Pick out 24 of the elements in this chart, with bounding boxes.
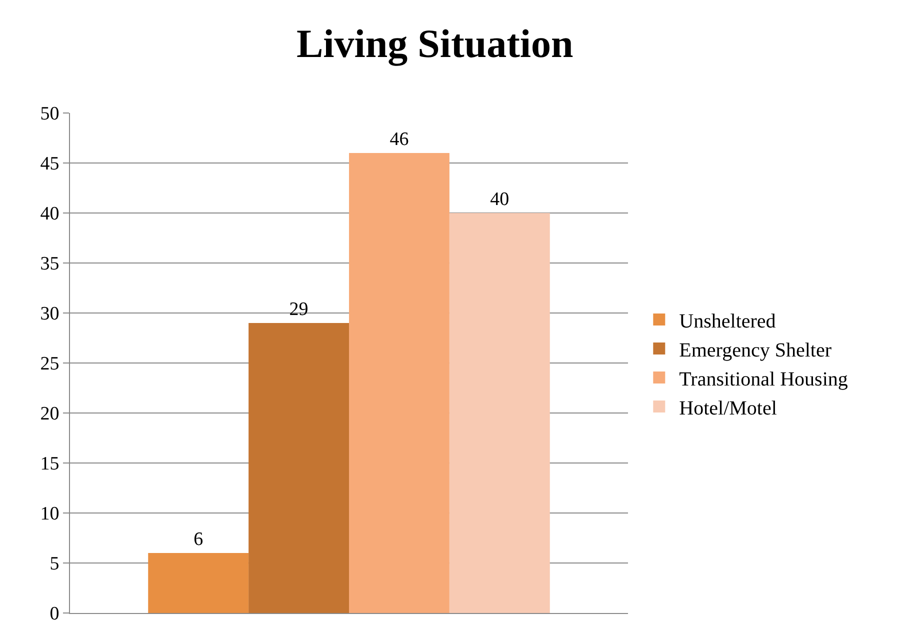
data-label: 6 (194, 529, 204, 550)
data-label: 29 (289, 299, 308, 320)
y-tick-label: 40 (40, 204, 60, 225)
y-tick-label: 0 (50, 604, 60, 625)
legend-label: Hotel/Motel (679, 397, 778, 420)
bar (349, 153, 450, 613)
legend-label: Emergency Shelter (679, 339, 832, 362)
y-tick-label: 15 (40, 454, 60, 475)
y-tick-label: 20 (40, 404, 60, 425)
y-tick-label: 35 (40, 254, 60, 275)
y-tick-label: 25 (40, 354, 60, 375)
y-tick-label: 45 (40, 154, 60, 175)
y-tick-label: 30 (40, 304, 60, 325)
bar (148, 553, 249, 613)
y-tick-label: 5 (50, 554, 60, 575)
bar (449, 213, 550, 613)
y-tick-label: 50 (40, 104, 60, 125)
chart-title: Living Situation (296, 20, 574, 66)
legend-label: Unsheltered (679, 310, 776, 332)
y-tick-label: 10 (40, 504, 60, 525)
legend-label: Transitional Housing (679, 368, 848, 390)
data-label: 46 (390, 129, 409, 150)
data-label: 40 (490, 189, 510, 210)
bar (248, 323, 349, 613)
